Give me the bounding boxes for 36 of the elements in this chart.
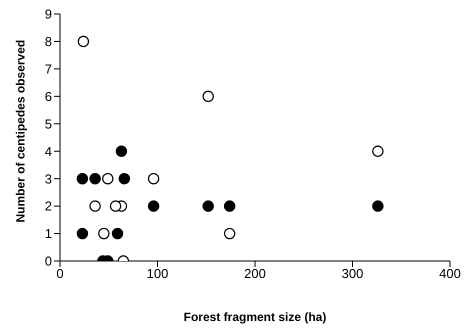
- point: [102, 172, 114, 184]
- point: [110, 200, 122, 212]
- x-tick-label: 0: [56, 266, 64, 282]
- point: [148, 172, 160, 184]
- point: [372, 146, 384, 157]
- point: [98, 228, 110, 240]
- point: [76, 228, 88, 240]
- point: [112, 228, 124, 240]
- point: [78, 36, 90, 48]
- point: [148, 200, 160, 212]
- x-tick-label: 200: [244, 266, 266, 282]
- y-tick-label: 1: [44, 226, 52, 242]
- point: [202, 90, 214, 102]
- y-tick-label: 7: [44, 62, 52, 77]
- y-tick-label: 2: [44, 198, 52, 214]
- point: [224, 228, 236, 240]
- y-tick-label: 3: [44, 171, 52, 186]
- x-tick-label: 400: [439, 266, 461, 282]
- point: [224, 200, 236, 212]
- point: [89, 172, 101, 184]
- y-tick-label: 8: [44, 34, 52, 50]
- point: [76, 172, 88, 184]
- y-tick-label: 9: [44, 6, 52, 22]
- y-tick-label: 4: [44, 144, 52, 159]
- x-tick-label: 100: [146, 266, 168, 282]
- point: [116, 146, 128, 157]
- x-tick-label: 300: [342, 266, 364, 282]
- y-tick-label: 6: [44, 88, 52, 104]
- point: [118, 172, 130, 184]
- point: [89, 200, 101, 212]
- point: [372, 200, 384, 212]
- y-tick-label: 5: [44, 116, 52, 132]
- x-axis-title: Forest fragment size (ha): [184, 310, 326, 324]
- y-axis-title: Number of centipedes observed: [13, 40, 28, 222]
- point: [202, 200, 214, 212]
- y-tick-label: 0: [44, 254, 52, 269]
